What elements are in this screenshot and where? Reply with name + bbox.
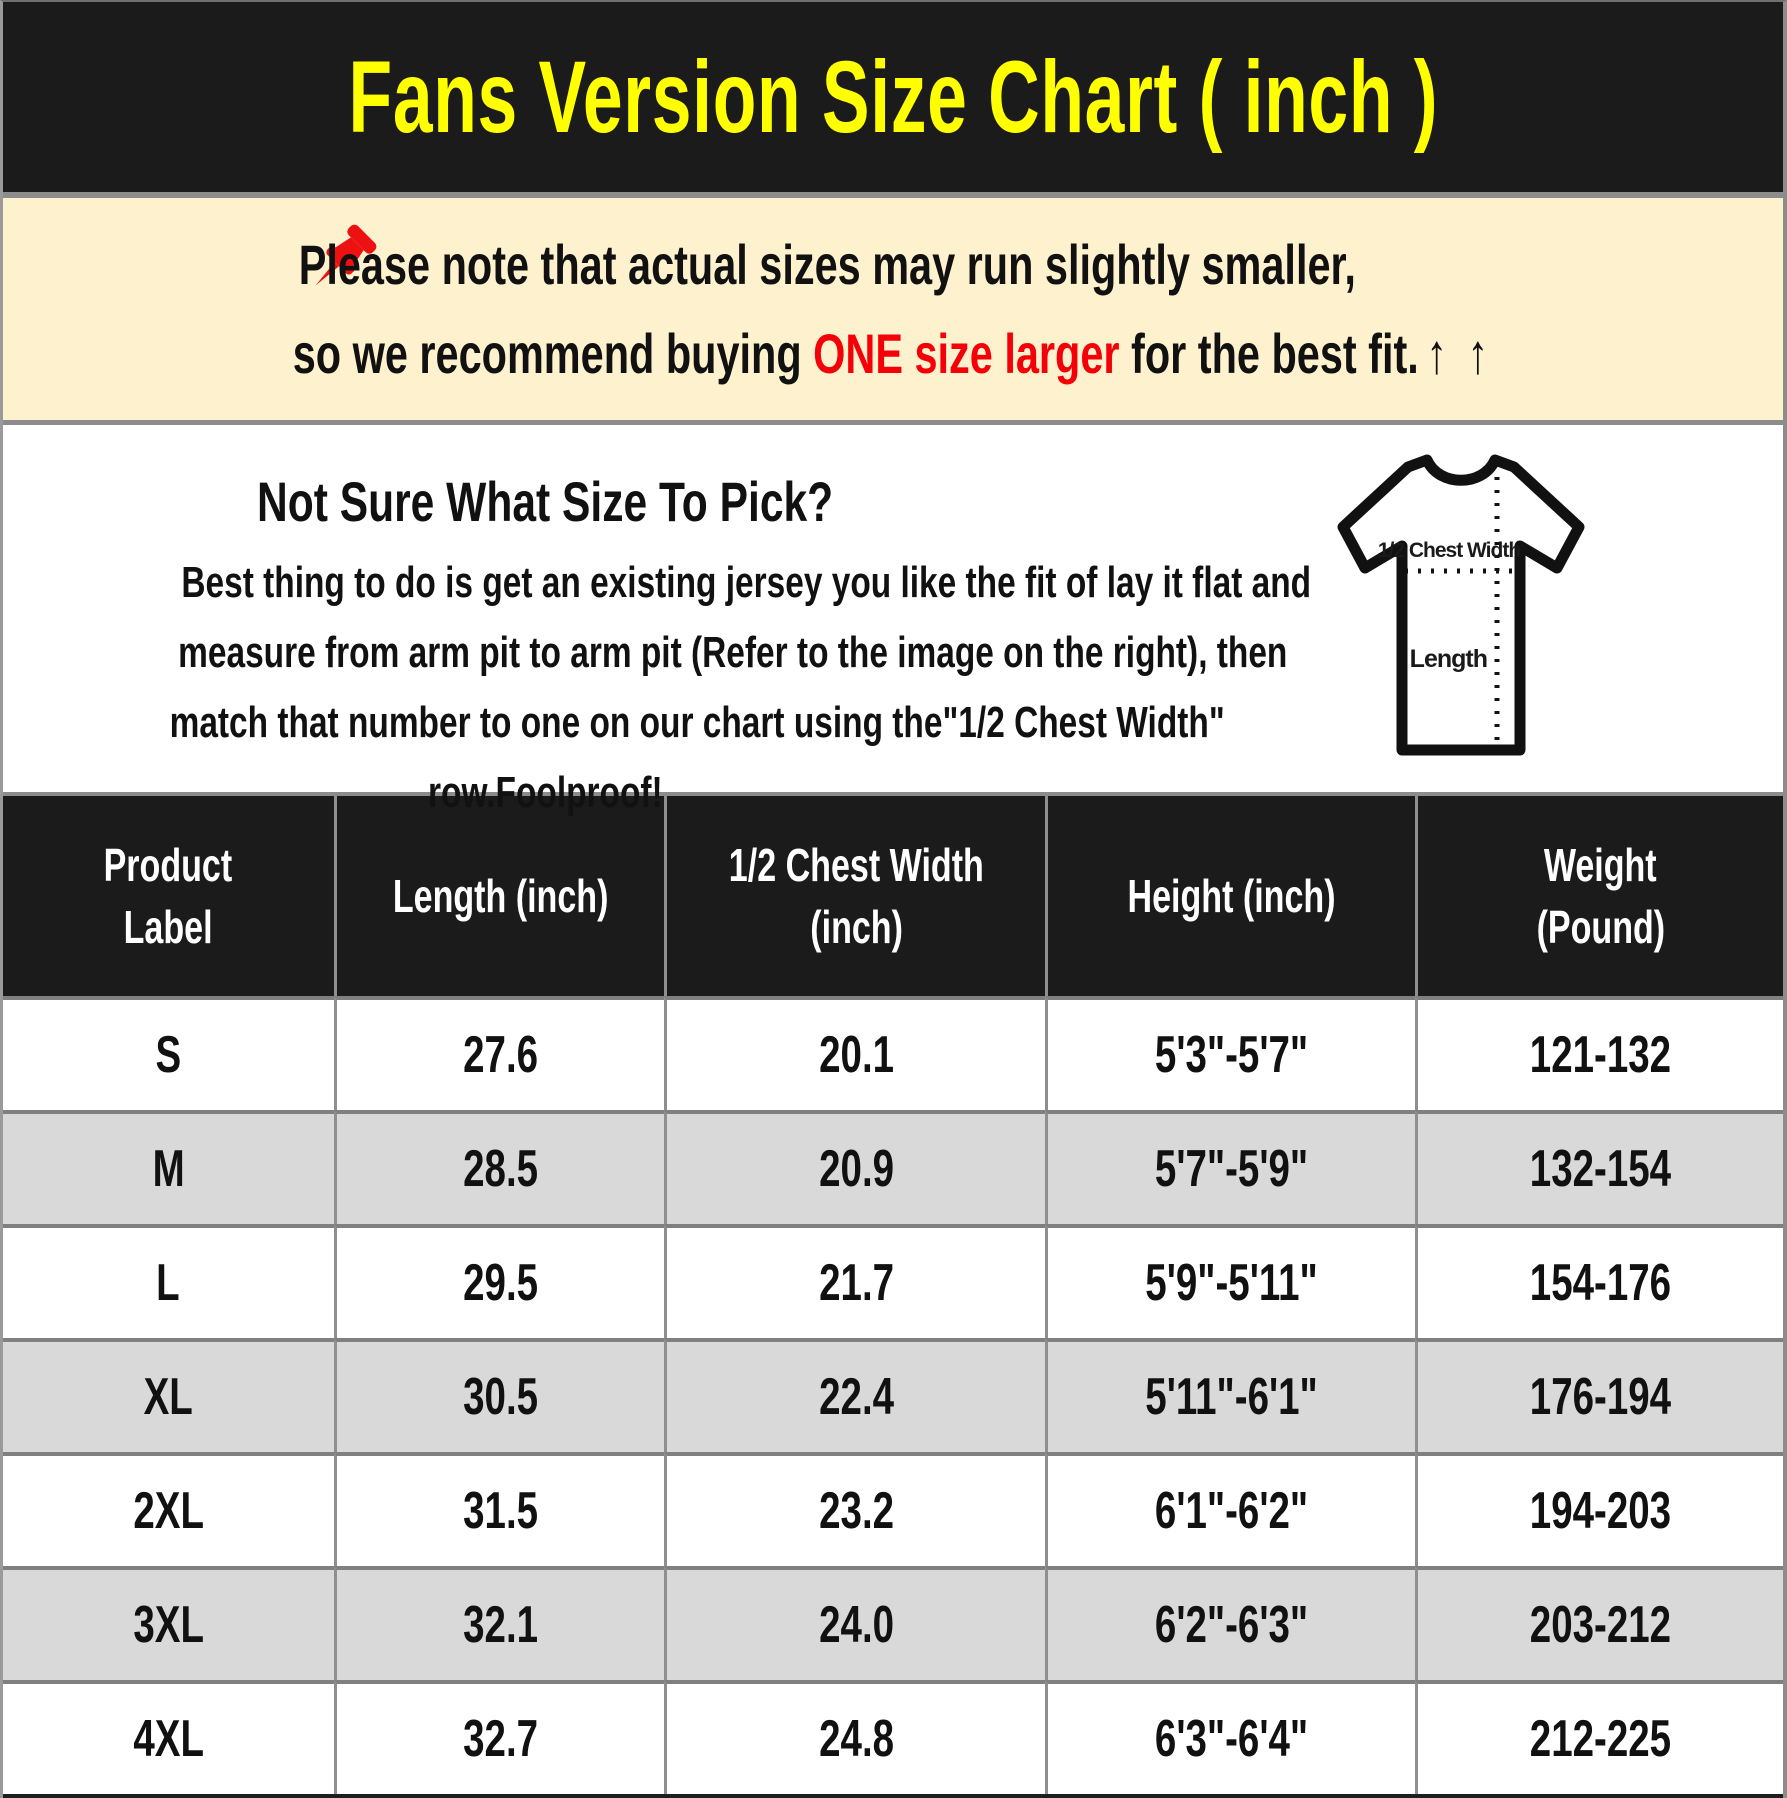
cell-chest: 22.4 [664,1338,1045,1452]
cell-chest: 20.1 [664,996,1045,1110]
cell-product-label: 3XL [3,1566,334,1680]
cell-weight: 154-176 [1415,1224,1783,1338]
cell-product-label: L [3,1224,334,1338]
note-line-2: so we recommend buying ONE size larger f… [3,321,1783,386]
cell-height: 6'3"-6'4" [1045,1680,1416,1794]
cell-height: 5'7"-5'9" [1045,1110,1416,1224]
header-length: Length (inch) [333,796,665,996]
cell-chest: 20.9 [664,1110,1045,1224]
cell-product-label: 2XL [3,1452,334,1566]
cell-weight: 212-225 [1415,1680,1783,1794]
cell-chest: 24.0 [664,1566,1045,1680]
cell-length: 28.5 [333,1110,665,1224]
cell-weight: 132-154 [1415,1110,1783,1224]
up-arrows-icon: ↑ ↑ [1426,322,1493,385]
cell-length: 30.5 [333,1338,665,1452]
cell-chest: 23.2 [664,1452,1045,1566]
cell-weight: 194-203 [1415,1452,1783,1566]
cell-length: 32.7 [333,1680,665,1794]
size-table: Product Label Length (inch) 1/2 Chest Wi… [3,792,1783,1794]
bottom-border [3,1794,1783,1798]
chest-width-label: 1/2 Chest Width [1378,539,1520,562]
tshirt-diagram: 1/2 Chest Width Length [1337,454,1585,756]
cell-height: 5'3"-5'7" [1045,996,1416,1110]
note-line-1: Please note that actual sizes may run sl… [298,233,1356,296]
cell-height: 5'11"-6'1" [1045,1338,1416,1452]
guide-heading: Not Sure What Size To Pick? [257,470,834,533]
note-highlight: ONE size larger [813,322,1120,385]
cell-height: 6'2"-6'3" [1045,1566,1416,1680]
cell-chest: 21.7 [664,1224,1045,1338]
cell-product-label: S [3,996,334,1110]
guide-paragraph: Best thing to do is get an existing jers… [3,548,1312,828]
cell-product-label: M [3,1110,334,1224]
cell-weight: 176-194 [1415,1338,1783,1452]
guide-line: row.Foolproof! [428,768,663,817]
guide-line: match that number to one on our chart us… [169,698,1225,747]
title-banner: Fans Version Size Chart ( inch ) [3,2,1783,192]
guide-text: Not Sure What Size To Pick? Best thing t… [3,425,1312,828]
cell-length: 31.5 [333,1452,665,1566]
header-chest-width: 1/2 Chest Width (inch) [664,796,1045,996]
guide-line: Best thing to do is get an existing jers… [181,558,1312,607]
cell-weight: 121-132 [1415,996,1783,1110]
note-strip: Please note that actual sizes may run sl… [3,192,1783,420]
guide-line: measure from arm pit to arm pit (Refer t… [178,628,1288,677]
cell-weight: 203-212 [1415,1566,1783,1680]
note-line-2-suffix: for the best fit. [1119,322,1420,385]
pushpin-icon [315,224,377,286]
cell-product-label: 4XL [3,1680,334,1794]
cell-length: 27.6 [333,996,665,1110]
cell-height: 5'9"-5'11" [1045,1224,1416,1338]
header-height: Height (inch) [1045,796,1416,996]
header-weight: Weight (Pound) [1415,796,1783,996]
page-title: Fans Version Size Chart ( inch ) [348,39,1438,154]
header-product-label: Product Label [3,796,334,996]
cell-length: 29.5 [333,1224,665,1338]
cell-height: 6'1"-6'2" [1045,1452,1416,1566]
cell-product-label: XL [3,1338,334,1452]
tshirt-outline [1337,454,1585,756]
note-line-2-prefix: so we recommend buying [293,322,814,385]
cell-length: 32.1 [333,1566,665,1680]
length-label: Length [1410,645,1487,673]
guide-section: Not Sure What Size To Pick? Best thing t… [3,420,1783,817]
cell-chest: 24.8 [664,1680,1045,1794]
